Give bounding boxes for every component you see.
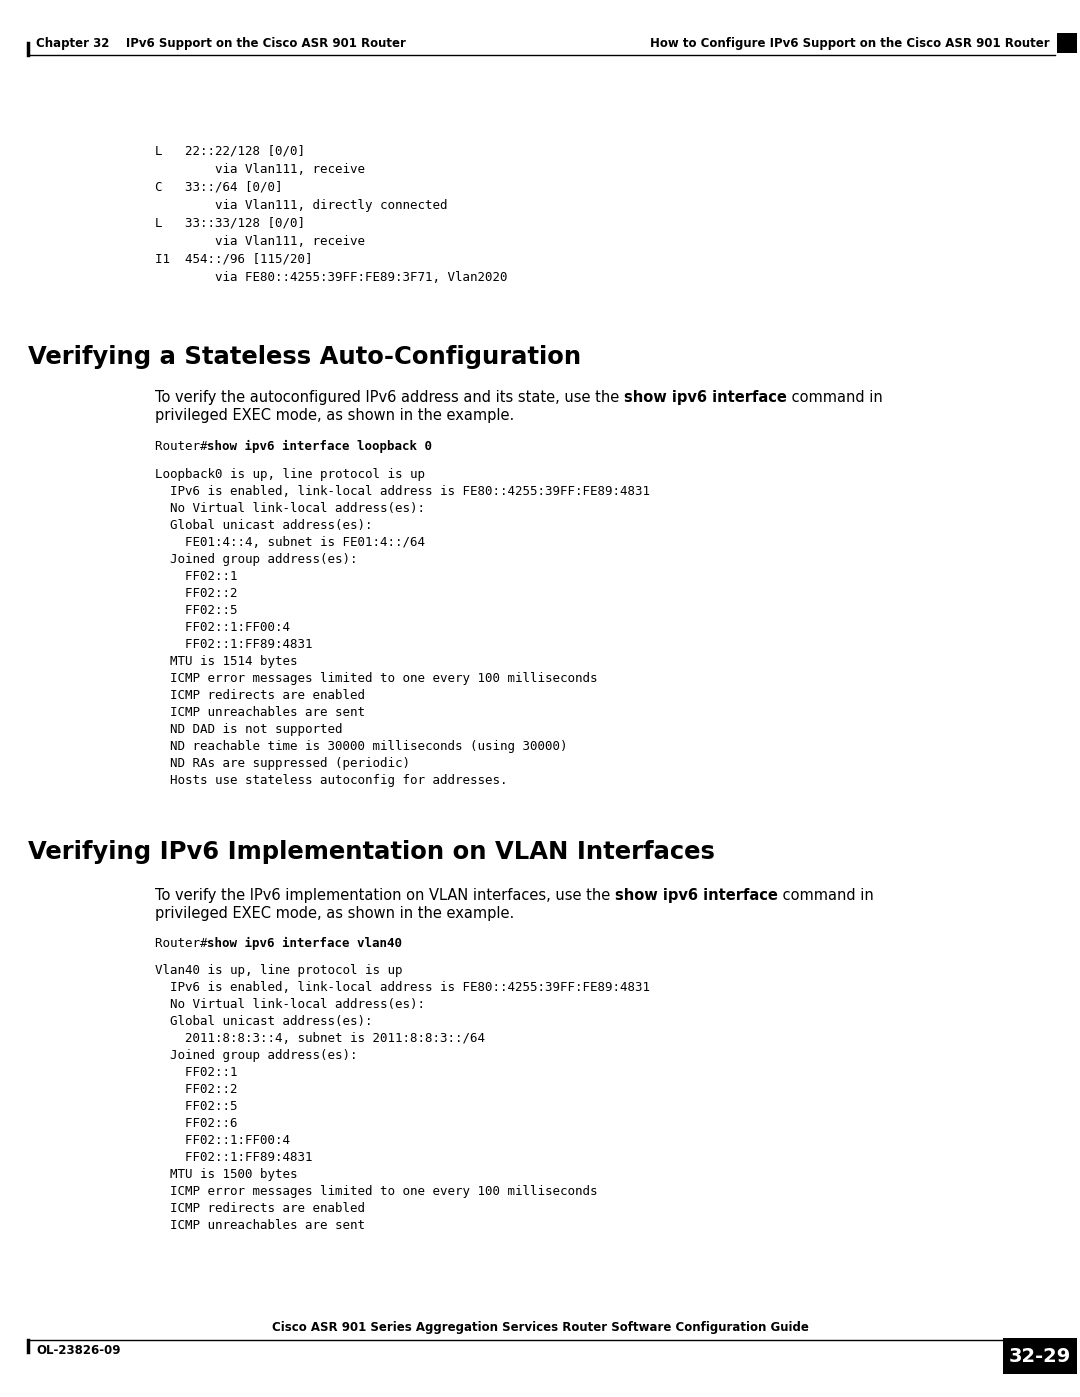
Text: Loopback0 is up, line protocol is up: Loopback0 is up, line protocol is up	[156, 468, 426, 481]
Text: via Vlan111, directly connected: via Vlan111, directly connected	[156, 198, 447, 212]
Text: IPv6 is enabled, link-local address is FE80::4255:39FF:FE89:4831: IPv6 is enabled, link-local address is F…	[156, 981, 650, 995]
Text: FF02::5: FF02::5	[156, 1099, 238, 1113]
Text: via Vlan111, receive: via Vlan111, receive	[156, 235, 365, 249]
Text: Chapter 32    IPv6 Support on the Cisco ASR 901 Router: Chapter 32 IPv6 Support on the Cisco ASR…	[36, 36, 406, 50]
Text: FF02::1: FF02::1	[156, 1066, 238, 1078]
Text: show ipv6 interface vlan40: show ipv6 interface vlan40	[207, 937, 402, 950]
Text: ND DAD is not supported: ND DAD is not supported	[156, 724, 342, 736]
Text: Router#: Router#	[156, 440, 215, 453]
Text: privileged EXEC mode, as shown in the example.: privileged EXEC mode, as shown in the ex…	[156, 907, 514, 921]
Text: No Virtual link-local address(es):: No Virtual link-local address(es):	[156, 502, 426, 515]
Text: ICMP unreachables are sent: ICMP unreachables are sent	[156, 1220, 365, 1232]
Text: ICMP redirects are enabled: ICMP redirects are enabled	[156, 1201, 365, 1215]
Text: FE01:4::4, subnet is FE01:4::/64: FE01:4::4, subnet is FE01:4::/64	[156, 536, 426, 549]
Text: show ipv6 interface: show ipv6 interface	[615, 888, 778, 902]
Text: Cisco ASR 901 Series Aggregation Services Router Software Configuration Guide: Cisco ASR 901 Series Aggregation Service…	[271, 1322, 809, 1334]
Text: I1  454::/96 [115/20]: I1 454::/96 [115/20]	[156, 253, 312, 265]
Text: FF02::2: FF02::2	[156, 1083, 238, 1097]
Text: FF02::1: FF02::1	[156, 570, 238, 583]
Text: FF02::2: FF02::2	[156, 587, 238, 599]
Text: OL-23826-09: OL-23826-09	[36, 1344, 121, 1356]
Text: L   22::22/128 [0/0]: L 22::22/128 [0/0]	[156, 145, 305, 158]
Text: FF02::1:FF89:4831: FF02::1:FF89:4831	[156, 1151, 312, 1164]
Text: command in: command in	[786, 390, 882, 405]
Text: Verifying a Stateless Auto-Configuration: Verifying a Stateless Auto-Configuration	[28, 345, 581, 369]
Text: Vlan40 is up, line protocol is up: Vlan40 is up, line protocol is up	[156, 964, 403, 977]
Text: via FE80::4255:39FF:FE89:3F71, Vlan2020: via FE80::4255:39FF:FE89:3F71, Vlan2020	[156, 271, 508, 284]
Text: Global unicast address(es):: Global unicast address(es):	[156, 1016, 373, 1028]
Text: To verify the autoconfigured IPv6 address and its state, use the: To verify the autoconfigured IPv6 addres…	[156, 390, 624, 405]
Text: C   33::/64 [0/0]: C 33::/64 [0/0]	[156, 182, 283, 194]
Text: MTU is 1500 bytes: MTU is 1500 bytes	[156, 1168, 297, 1180]
Text: ICMP redirects are enabled: ICMP redirects are enabled	[156, 689, 365, 703]
Text: privileged EXEC mode, as shown in the example.: privileged EXEC mode, as shown in the ex…	[156, 408, 514, 423]
Text: Hosts use stateless autoconfig for addresses.: Hosts use stateless autoconfig for addre…	[156, 774, 508, 787]
Text: FF02::6: FF02::6	[156, 1118, 238, 1130]
Text: FF02::1:FF00:4: FF02::1:FF00:4	[156, 622, 291, 634]
Text: IPv6 is enabled, link-local address is FE80::4255:39FF:FE89:4831: IPv6 is enabled, link-local address is F…	[156, 485, 650, 497]
Text: FF02::5: FF02::5	[156, 604, 238, 617]
Text: show ipv6 interface loopback 0: show ipv6 interface loopback 0	[207, 440, 432, 453]
Text: Joined group address(es):: Joined group address(es):	[156, 553, 357, 566]
Text: FF02::1:FF00:4: FF02::1:FF00:4	[156, 1134, 291, 1147]
Text: command in: command in	[778, 888, 874, 902]
Text: L   33::33/128 [0/0]: L 33::33/128 [0/0]	[156, 217, 305, 231]
Text: ICMP error messages limited to one every 100 milliseconds: ICMP error messages limited to one every…	[156, 1185, 597, 1199]
Text: ND RAs are suppressed (periodic): ND RAs are suppressed (periodic)	[156, 757, 410, 770]
Text: To verify the IPv6 implementation on VLAN interfaces, use the: To verify the IPv6 implementation on VLA…	[156, 888, 615, 902]
Bar	[1057, 34, 1077, 53]
Text: Joined group address(es):: Joined group address(es):	[156, 1049, 357, 1062]
Text: Router#: Router#	[156, 937, 215, 950]
Text: ICMP unreachables are sent: ICMP unreachables are sent	[156, 705, 365, 719]
Text: Verifying IPv6 Implementation on VLAN Interfaces: Verifying IPv6 Implementation on VLAN In…	[28, 840, 715, 863]
Text: 32-29: 32-29	[1009, 1347, 1071, 1365]
Text: ND reachable time is 30000 milliseconds (using 30000): ND reachable time is 30000 milliseconds …	[156, 740, 567, 753]
Text: Global unicast address(es):: Global unicast address(es):	[156, 520, 373, 532]
Text: No Virtual link-local address(es):: No Virtual link-local address(es):	[156, 997, 426, 1011]
Bar	[1003, 1338, 1077, 1375]
Text: FF02::1:FF89:4831: FF02::1:FF89:4831	[156, 638, 312, 651]
Text: MTU is 1514 bytes: MTU is 1514 bytes	[156, 655, 297, 668]
Text: via Vlan111, receive: via Vlan111, receive	[156, 163, 365, 176]
Text: 2011:8:8:3::4, subnet is 2011:8:8:3::/64: 2011:8:8:3::4, subnet is 2011:8:8:3::/64	[156, 1032, 485, 1045]
Text: show ipv6 interface: show ipv6 interface	[624, 390, 786, 405]
Text: ICMP error messages limited to one every 100 milliseconds: ICMP error messages limited to one every…	[156, 672, 597, 685]
Text: How to Configure IPv6 Support on the Cisco ASR 901 Router: How to Configure IPv6 Support on the Cis…	[650, 36, 1050, 50]
